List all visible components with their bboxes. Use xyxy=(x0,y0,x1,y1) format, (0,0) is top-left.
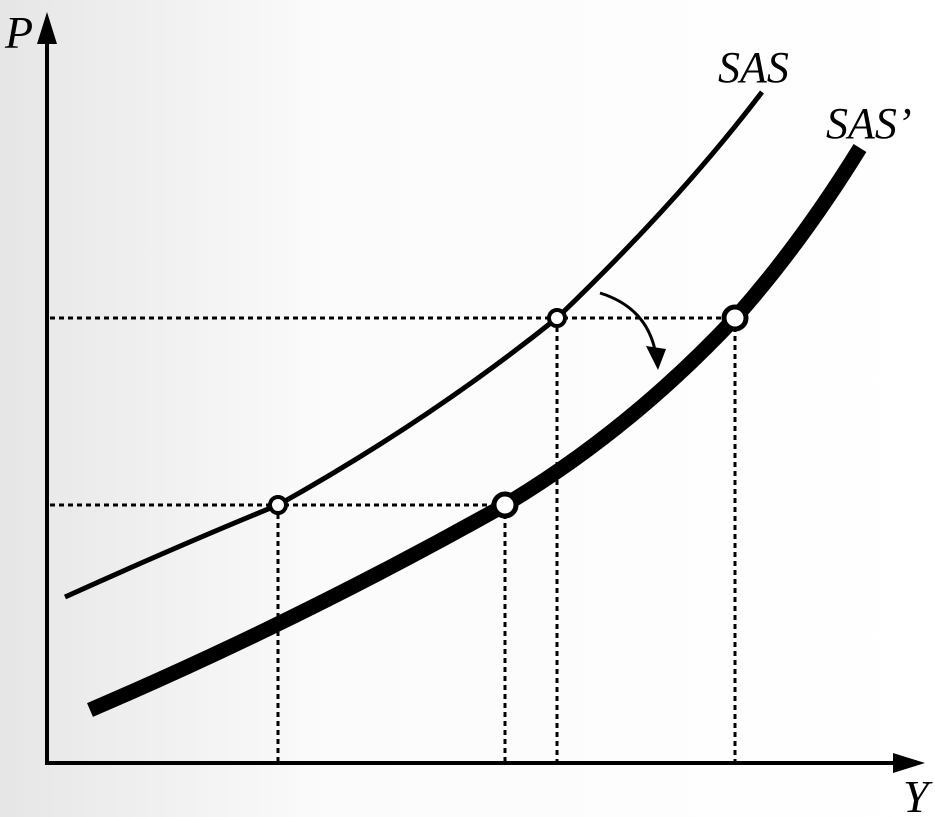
y-axis-arrow xyxy=(37,12,57,44)
sas-curve xyxy=(63,90,764,600)
curve-label: SAS’ xyxy=(826,99,912,148)
point xyxy=(721,304,749,332)
y-axis-label: P xyxy=(4,7,33,58)
shift-arrow xyxy=(599,291,658,356)
x-axis-arrow xyxy=(893,753,925,773)
point xyxy=(491,491,519,519)
x-axis-label: Y xyxy=(903,771,933,817)
sas-prime-curve xyxy=(87,144,867,717)
shift-arrow-head xyxy=(646,346,666,370)
point xyxy=(268,495,288,515)
point xyxy=(547,308,567,328)
curve-label: SAS xyxy=(718,43,789,92)
